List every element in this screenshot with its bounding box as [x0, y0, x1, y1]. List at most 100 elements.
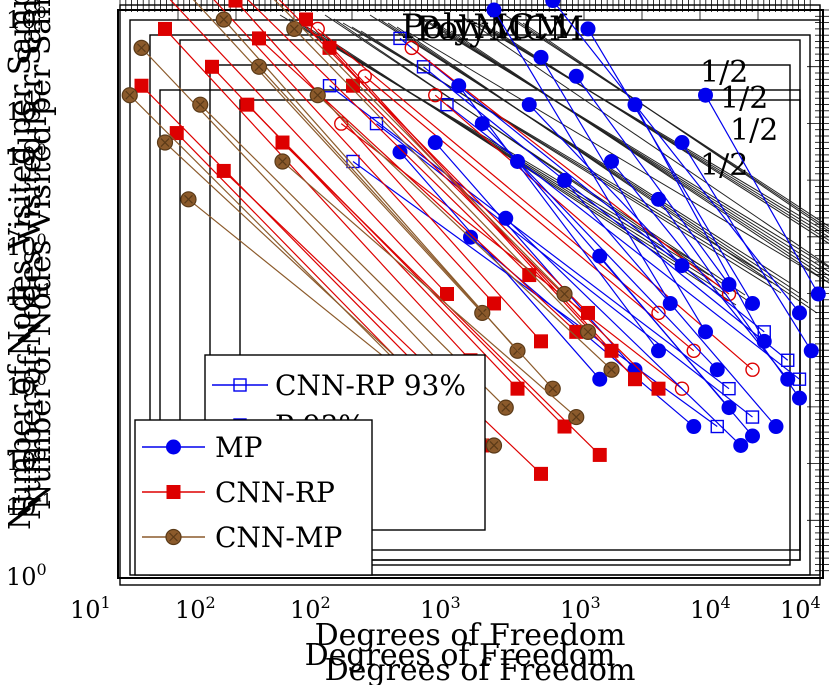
reference-line — [387, 22, 809, 304]
data-point — [346, 154, 360, 169]
data-point — [228, 0, 243, 8]
data-point — [733, 437, 749, 453]
reference-line — [360, 30, 782, 294]
x-tick-label: 103 — [560, 593, 601, 624]
legend-label: CNN-MP — [215, 521, 342, 554]
reference-line — [378, 18, 800, 294]
data-point — [768, 419, 784, 435]
data-point — [568, 68, 584, 84]
legend-primary: MP CNN-RP CNN-MP — [134, 419, 373, 576]
data-point — [158, 21, 172, 36]
data-point-cross — [313, 90, 323, 100]
x-tick-label: 102 — [175, 593, 216, 624]
data-point — [604, 153, 619, 169]
data-point — [709, 362, 725, 378]
data-point-cross — [184, 194, 193, 204]
data-point — [510, 381, 525, 396]
data-point — [440, 287, 454, 301]
reference-line — [504, 14, 829, 227]
data-point — [557, 172, 572, 188]
y-tick-label: 100 — [6, 560, 47, 591]
reference-line — [396, 26, 818, 314]
x-tick-label: 101 — [70, 593, 111, 624]
series-line — [213, 0, 495, 304]
series-mp — [392, 0, 826, 453]
data-point — [166, 485, 181, 499]
data-point — [545, 0, 561, 9]
overlaid-reference-lines — [279, 14, 829, 314]
series-line — [528, 104, 683, 267]
data-point-cross — [169, 532, 178, 542]
series-layer — [121, 0, 826, 481]
data-point — [252, 31, 266, 46]
series-line — [223, 170, 542, 475]
legend-label: MP — [215, 431, 263, 464]
series-line — [293, 28, 589, 333]
reference-line — [324, 14, 746, 296]
slope-annotation: 1/2 — [730, 113, 778, 148]
reference-line — [522, 22, 829, 232]
reference-line — [432, 22, 829, 277]
data-point-cross — [137, 43, 146, 53]
data-point — [510, 153, 525, 169]
data-point — [592, 447, 607, 462]
data-point — [440, 97, 454, 112]
data-point — [580, 21, 596, 37]
data-point — [486, 2, 502, 18]
data-point — [205, 59, 219, 74]
data-point — [686, 419, 702, 435]
x-axis-label: Degrees of Freedom — [325, 653, 636, 685]
slope-annotation: 1/2 — [720, 81, 768, 116]
series-line — [329, 85, 730, 390]
data-point-cross — [560, 289, 569, 299]
data-point-cross — [607, 365, 616, 375]
y-axis-label: Number of Nodes Visited per Sample — [13, 0, 48, 520]
series-line — [587, 28, 754, 304]
data-point — [781, 353, 795, 367]
series-line — [247, 0, 530, 276]
series-line — [599, 255, 753, 437]
series-line — [364, 75, 695, 352]
series-line — [611, 161, 789, 380]
chart-title-shadow: PolyMCM — [416, 9, 584, 49]
y-tick-label: 10-1 — [6, 490, 52, 521]
data-point — [322, 40, 337, 55]
reference-line — [369, 14, 791, 284]
reference-line — [351, 26, 773, 284]
reference-line — [333, 18, 755, 306]
series-line — [493, 9, 671, 304]
data-point — [392, 144, 408, 160]
series-line — [575, 75, 730, 285]
data-point — [674, 258, 690, 274]
data-point-cross — [489, 441, 499, 450]
series-line — [564, 180, 777, 427]
x-axis-label: Degrees of Freedom — [305, 638, 616, 673]
series-line — [258, 37, 577, 333]
chart-title: PolyMCM — [401, 7, 569, 47]
data-point — [651, 191, 666, 207]
data-point — [698, 324, 713, 340]
data-point — [674, 135, 690, 151]
data-point — [803, 343, 819, 359]
reference-line — [477, 22, 829, 238]
data-point-cross — [583, 327, 593, 337]
y-axis-label: Number of Nodes Visited per Sample — [3, 0, 38, 530]
data-point — [522, 268, 537, 283]
x-tick-label: 104 — [780, 593, 821, 624]
slope-annotation: 1/2 — [700, 148, 748, 183]
slope-annotation: 1/2 — [700, 55, 748, 90]
data-point — [233, 378, 247, 392]
series-line — [258, 66, 554, 390]
data-point-cross — [125, 90, 135, 100]
series-line — [458, 85, 659, 352]
reference-line — [459, 14, 829, 267]
data-point — [651, 305, 666, 321]
data-point — [810, 286, 826, 302]
data-point — [451, 78, 467, 94]
series-line — [423, 66, 789, 361]
series-line — [704, 94, 819, 295]
data-point — [498, 210, 514, 226]
data-point-cross — [571, 412, 581, 422]
data-point — [745, 428, 760, 444]
